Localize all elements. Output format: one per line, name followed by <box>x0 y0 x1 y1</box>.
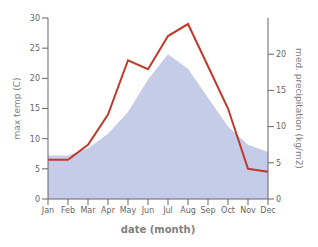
svg-text:15: 15 <box>276 86 286 95</box>
svg-text:Dec: Dec <box>260 206 275 215</box>
svg-text:20: 20 <box>30 74 40 83</box>
svg-text:Jun: Jun <box>141 206 155 215</box>
svg-text:0: 0 <box>276 195 281 204</box>
svg-text:10: 10 <box>30 135 40 144</box>
svg-text:Jan: Jan <box>41 206 54 215</box>
svg-text:med. precipitation (kg/m2): med. precipitation (kg/m2) <box>294 48 304 169</box>
svg-text:15: 15 <box>30 104 40 113</box>
svg-text:Aug: Aug <box>180 206 196 215</box>
svg-text:Apr: Apr <box>101 206 116 215</box>
svg-text:5: 5 <box>35 165 40 174</box>
svg-text:0: 0 <box>35 195 40 204</box>
svg-text:5: 5 <box>276 159 281 168</box>
svg-text:25: 25 <box>30 44 40 53</box>
svg-text:10: 10 <box>276 122 286 131</box>
svg-text:Mar: Mar <box>80 206 96 215</box>
svg-text:Oct: Oct <box>221 206 235 215</box>
svg-text:Feb: Feb <box>61 206 75 215</box>
svg-text:date (month): date (month) <box>121 224 195 235</box>
svg-text:Sep: Sep <box>200 206 215 215</box>
svg-text:30: 30 <box>30 14 40 23</box>
svg-text:Jul: Jul <box>162 206 173 215</box>
svg-text:May: May <box>120 206 137 215</box>
svg-text:20: 20 <box>276 50 286 59</box>
svg-text:max temp (C): max temp (C) <box>12 77 22 139</box>
svg-text:Nov: Nov <box>240 206 256 215</box>
